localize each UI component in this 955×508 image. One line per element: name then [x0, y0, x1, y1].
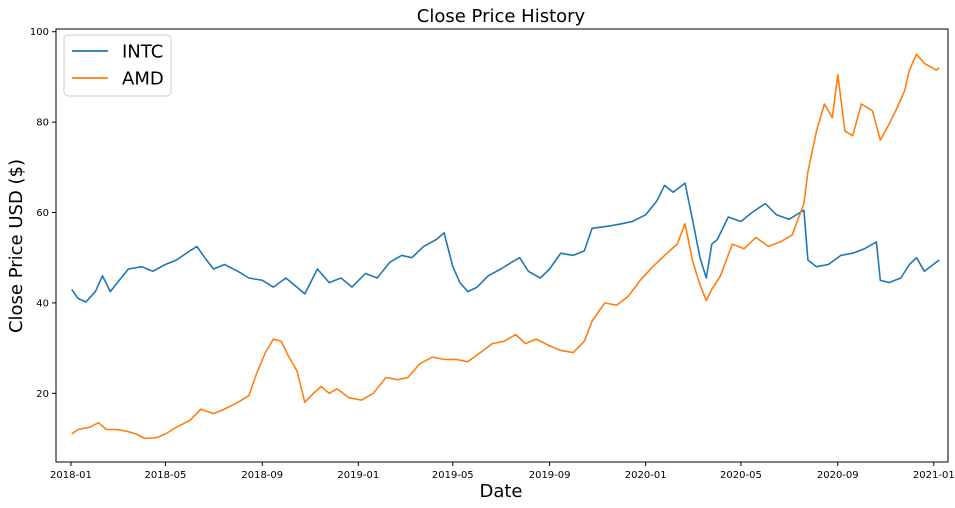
x-axis: 2018-01 2018-05 2018-09 2019-01 2019-05 2019-…: [50, 462, 955, 481]
x-tick-label: 2018-01: [50, 470, 92, 481]
y-tick-label: 60: [36, 208, 49, 219]
x-tick-label: 2020-05: [720, 470, 762, 481]
y-axis: 20 40 60 80 100: [30, 27, 56, 400]
x-tick-label: 2019-05: [432, 470, 474, 481]
series-line-amd: [71, 53, 940, 440]
y-tick-label: 40: [36, 298, 49, 309]
x-axis-label: Date: [479, 481, 522, 502]
series-layer: [71, 53, 940, 440]
legend-label-amd: AMD: [122, 69, 164, 90]
series-line-intc: [71, 182, 940, 303]
y-tick-label: 80: [36, 118, 49, 129]
chart-title: Close Price History: [417, 6, 586, 27]
x-tick-label: 2018-09: [241, 470, 283, 481]
y-axis-label: Close Price USD ($): [6, 159, 27, 333]
legend-label-intc: INTC: [122, 42, 163, 63]
y-tick-label: 100: [30, 27, 49, 38]
x-tick-label: 2021-01: [913, 470, 955, 481]
legend: INTC AMD: [63, 34, 172, 97]
x-tick-label: 2019-09: [529, 470, 571, 481]
plot-area-frame: [55, 28, 949, 463]
x-tick-label: 2018-05: [145, 470, 187, 481]
x-tick-label: 2020-01: [625, 470, 667, 481]
x-tick-label: 2019-01: [337, 470, 379, 481]
y-tick-label: 20: [36, 389, 49, 400]
x-tick-label: 2020-09: [817, 470, 859, 481]
